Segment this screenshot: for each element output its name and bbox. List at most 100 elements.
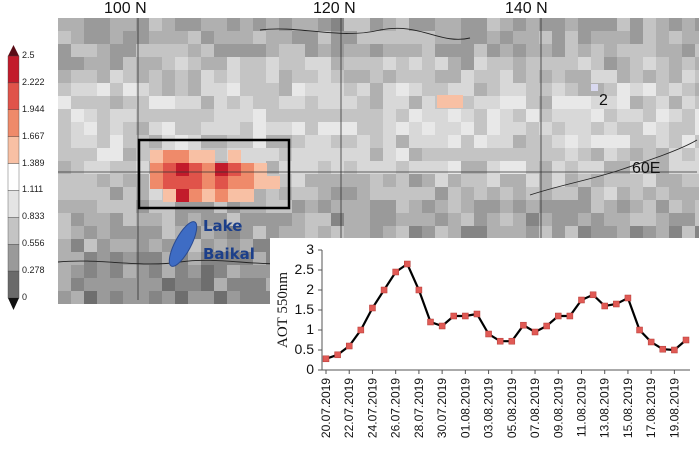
map-cell — [682, 18, 695, 31]
map-cell — [565, 174, 578, 187]
map-cell — [383, 187, 396, 200]
map-cell — [396, 18, 409, 31]
map-cell — [253, 226, 266, 239]
map-cell — [578, 122, 591, 135]
map-cell — [318, 31, 331, 44]
aot-data-point — [508, 337, 516, 345]
map-cell — [448, 174, 461, 187]
chart-series — [322, 260, 690, 363]
map-cell — [292, 57, 305, 70]
colorbar-tick-label: 0 — [22, 292, 28, 302]
map-cell — [201, 57, 214, 70]
map-cell — [175, 213, 188, 226]
map-cell — [84, 96, 97, 109]
map-cell — [526, 122, 539, 135]
map-cell — [123, 226, 136, 239]
map-cell — [253, 18, 266, 31]
map-cell — [97, 200, 110, 213]
map-cell — [331, 135, 344, 148]
map-cell — [240, 278, 253, 291]
map-cell — [500, 226, 513, 239]
map-cell — [240, 44, 253, 57]
map-cell — [643, 18, 656, 31]
map-cell — [578, 200, 591, 213]
map-cell — [357, 83, 370, 96]
map-cell — [591, 96, 604, 109]
map-cell — [123, 213, 136, 226]
map-cell — [578, 70, 591, 83]
map-cell — [279, 31, 292, 44]
map-cell — [305, 83, 318, 96]
map-cell — [123, 265, 136, 278]
map-cell — [188, 18, 201, 31]
map-cell — [110, 122, 123, 135]
map-cell — [214, 226, 227, 239]
map-cell — [266, 18, 279, 31]
map-cell — [539, 213, 552, 226]
map-cell — [110, 135, 123, 148]
map-cell — [266, 135, 279, 148]
map-cell — [84, 213, 97, 226]
map-cell — [201, 122, 214, 135]
map-cell — [500, 18, 513, 31]
map-cell — [201, 213, 214, 226]
map-cell — [552, 226, 565, 239]
map-cell — [656, 135, 669, 148]
map-cell — [617, 96, 630, 109]
map-cell — [331, 96, 344, 109]
map-cell — [175, 122, 188, 135]
map-cell — [357, 135, 370, 148]
map-cell — [357, 174, 370, 187]
map-cell — [539, 57, 552, 70]
map-cell — [162, 31, 175, 44]
map-cell — [227, 83, 240, 96]
map-cell — [422, 226, 435, 239]
map-cell — [409, 226, 422, 239]
map-cell — [305, 135, 318, 148]
colorbar-tick-label: 2.222 — [22, 76, 45, 87]
map-cell — [604, 122, 617, 135]
map-cell — [331, 174, 344, 187]
map-cell — [500, 200, 513, 213]
map-cell — [175, 70, 188, 83]
map-cell — [500, 135, 513, 148]
map-cell — [175, 57, 188, 70]
map-cell — [227, 18, 240, 31]
map-cell — [357, 96, 370, 109]
map-cell — [305, 31, 318, 44]
map-cell — [591, 174, 604, 187]
map-cell — [253, 31, 266, 44]
map-cell — [409, 148, 422, 161]
map-hot-cell — [163, 189, 176, 202]
map-cell — [331, 213, 344, 226]
map-cell — [227, 239, 240, 252]
map-cell — [539, 109, 552, 122]
map-cell — [617, 174, 630, 187]
map-cell — [370, 213, 383, 226]
map-cell — [435, 83, 448, 96]
map-cell — [513, 70, 526, 83]
map-cell — [305, 96, 318, 109]
map-hot-cell — [202, 150, 215, 163]
map-cell — [71, 278, 84, 291]
map-cell — [97, 70, 110, 83]
map-cell — [58, 135, 71, 148]
map-hot-cell — [437, 95, 450, 108]
map-cell — [136, 18, 149, 31]
map-hot-cell — [176, 163, 189, 176]
map-cell — [240, 148, 253, 161]
map-cell — [188, 109, 201, 122]
map-cell — [526, 187, 539, 200]
map-cell — [656, 174, 669, 187]
map-cell — [604, 226, 617, 239]
map-cell — [695, 44, 699, 57]
map-cell — [656, 44, 669, 57]
map-cell — [71, 57, 84, 70]
map-cell — [110, 252, 123, 265]
map-cell — [669, 174, 682, 187]
map-cell — [695, 57, 699, 70]
map-cell — [656, 31, 669, 44]
x-tick-label: 11.08.2019 — [574, 378, 588, 437]
map-cell — [643, 109, 656, 122]
chart-axes: 0 0.5 1 1.5 2 2.5 3 AOT 550nm 20.07.2019 22.07.20… — [275, 241, 690, 438]
